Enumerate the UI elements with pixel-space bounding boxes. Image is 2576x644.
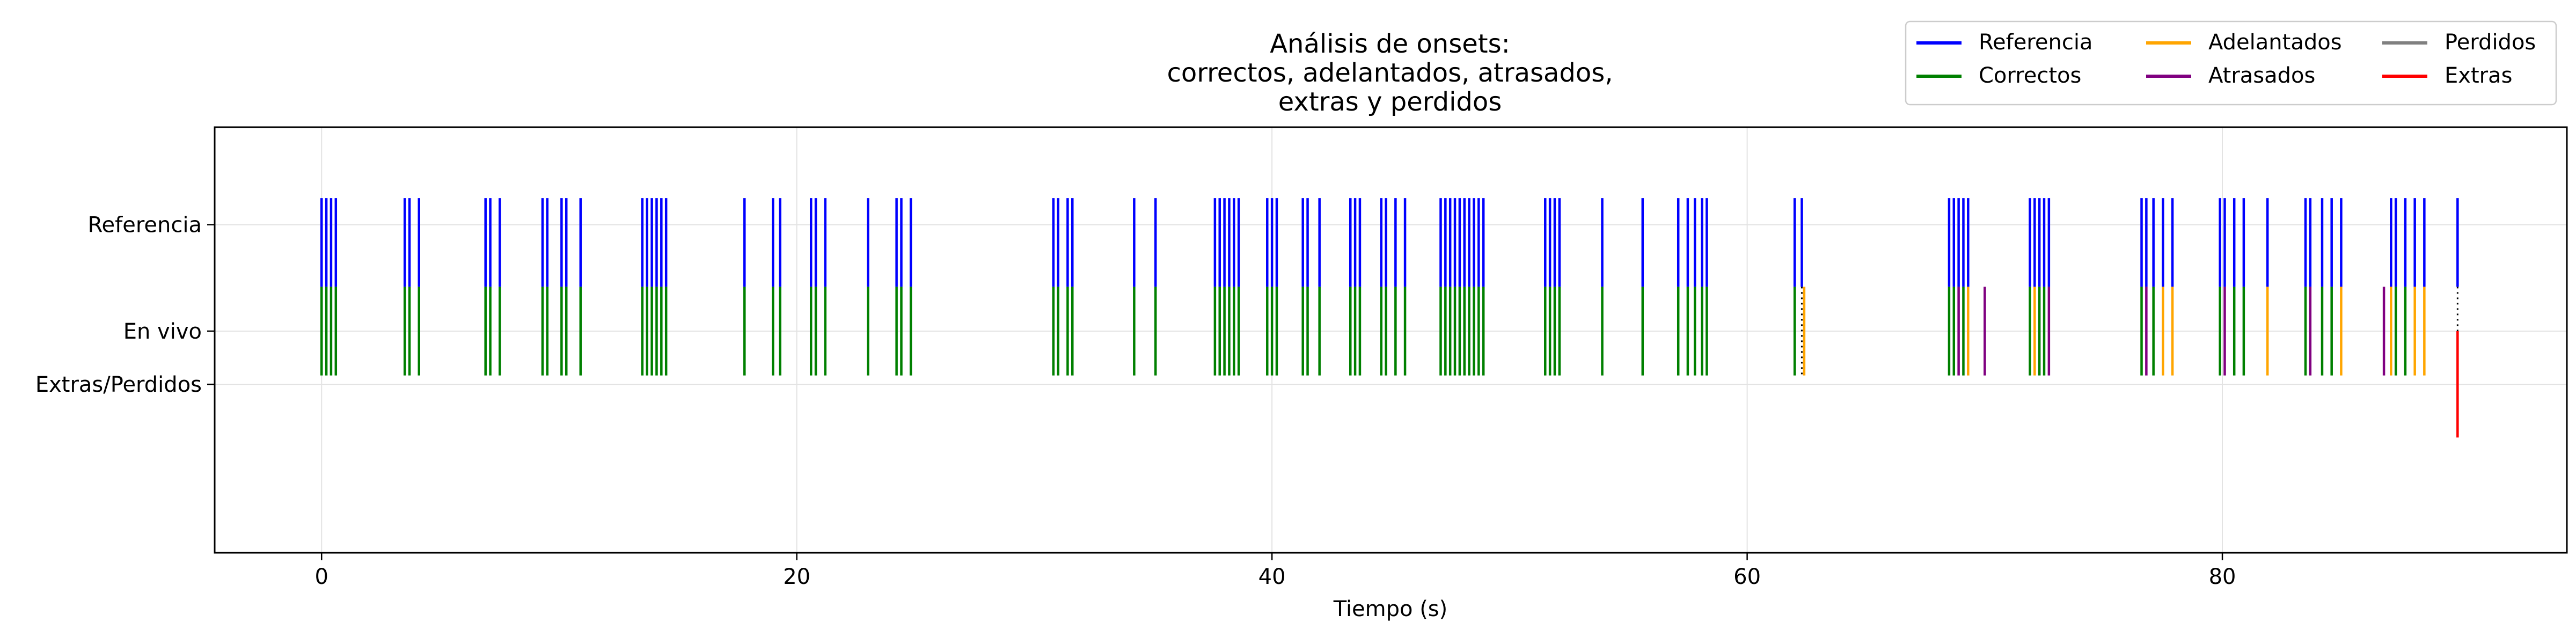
legend-label: Adelantados [2208, 30, 2342, 55]
legend-item: Atrasados [2146, 63, 2315, 88]
x-tick-label: 40 [1258, 565, 1286, 589]
title-line-1: Análisis de onsets: [1270, 29, 1510, 59]
x-axis-label: Tiempo (s) [1333, 597, 1448, 621]
legend-label: Atrasados [2208, 63, 2315, 88]
onset-marks [320, 198, 2459, 438]
x-tick-label: 20 [783, 565, 810, 589]
x-axis: 0 20 40 60 80 [315, 553, 2236, 589]
legend: Referencia Correctos Adelantados Atrasados P… [1905, 20, 2557, 106]
y-tick-label: Referencia [88, 213, 202, 238]
legend-label: Referencia [1979, 30, 2092, 55]
legend-label: Perdidos [2445, 30, 2536, 55]
legend-item: Referencia [1916, 30, 2092, 55]
axes-frame [214, 126, 2568, 554]
legend-item: Extras [2382, 63, 2512, 88]
title-line-3: extras y perdidos [1278, 87, 1502, 117]
y-tick-label: En vivo [123, 319, 202, 344]
legend-label: Correctos [1979, 63, 2081, 88]
x-tick-label: 60 [1733, 565, 1761, 589]
legend-label: Extras [2445, 63, 2512, 88]
x-tick-label: 80 [2209, 565, 2236, 589]
legend-item: Adelantados [2146, 30, 2342, 55]
legend-item: Correctos [1916, 63, 2081, 88]
title-line-2: correctos, adelantados, atrasados, [1167, 58, 1613, 88]
legend-item: Perdidos [2382, 30, 2536, 55]
y-tick-label: Extras/Perdidos [35, 372, 202, 397]
y-axis: Referencia En vivo Extras/Perdidos [35, 213, 215, 397]
chart-title: Análisis de onsets: correctos, adelantad… [1167, 29, 1613, 117]
x-tick-label: 0 [315, 565, 328, 589]
